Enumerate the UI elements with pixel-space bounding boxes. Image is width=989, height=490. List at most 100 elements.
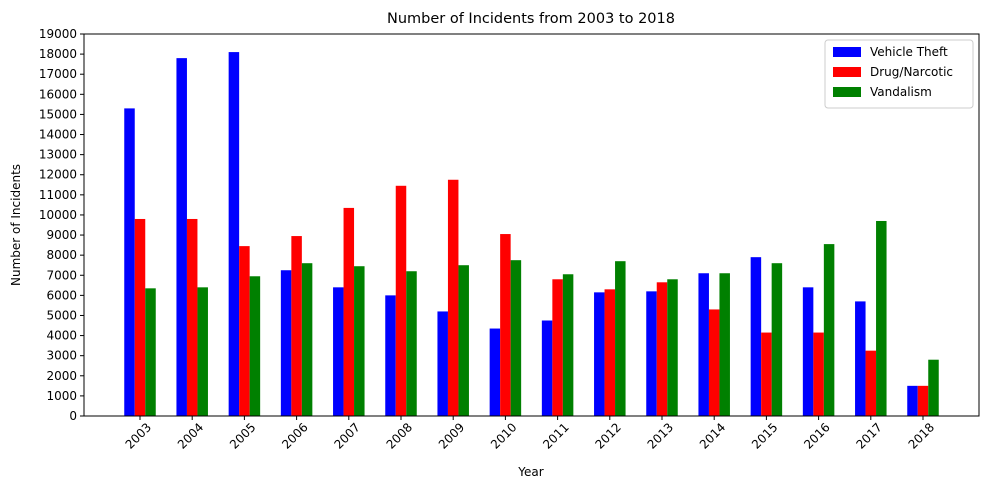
- bar-drug-narcotic-2014: [708, 309, 720, 416]
- bar-vehicle-theft-2007: [333, 287, 344, 416]
- x-tick-label: 2008: [384, 420, 415, 451]
- bar-drug-narcotic-2003: [134, 218, 146, 416]
- legend-box: [824, 39, 974, 109]
- bar-vandalism-2005: [249, 276, 261, 416]
- y-tick-label: 11000: [39, 188, 77, 202]
- y-tick-label: 6000: [46, 288, 77, 302]
- y-tick-label: 8000: [46, 248, 77, 262]
- bar-drug-narcotic-2004: [186, 218, 198, 416]
- bar-drug-narcotic-2007: [343, 207, 355, 416]
- bar-vehicle-theft-2003: [124, 108, 135, 416]
- x-axis: 2003 2004 2005 2006 2007 2008 2009 2010 2011 2012…: [123, 416, 937, 452]
- legend-swatch: [833, 67, 861, 77]
- bar-vehicle-theft-2016: [802, 287, 814, 416]
- y-axis-label: Number of Incidents: [9, 164, 23, 286]
- bar-vandalism-2012: [615, 261, 626, 416]
- bar-vandalism-2018: [928, 359, 939, 416]
- bar-vandalism-2009: [458, 265, 469, 416]
- y-axis: 0 1000 2000 3000 4000 5000 6000 7000 8000 9000 100…: [39, 27, 84, 423]
- x-tick-label: 2014: [697, 420, 728, 451]
- chart-title: Number of Incidents from 2003 to 2018: [387, 11, 675, 27]
- x-tick-label: 2017: [853, 420, 884, 451]
- bar-drug-narcotic-2018: [917, 385, 929, 416]
- bar-vehicle-theft-2008: [385, 295, 396, 416]
- legend-label: Vehicle Theft: [870, 45, 948, 59]
- bar-drug-narcotic-2015: [761, 332, 772, 416]
- x-tick-label: 2012: [592, 420, 623, 451]
- bar-vehicle-theft-2006: [280, 270, 292, 416]
- x-tick-label: 2015: [749, 420, 780, 451]
- y-tick-label: 4000: [46, 329, 77, 343]
- bar-vehicle-theft-2009: [437, 311, 448, 416]
- x-tick-label: 2016: [801, 420, 832, 451]
- x-tick-label: 2006: [279, 420, 310, 451]
- y-tick-label: 9000: [46, 228, 77, 242]
- bar-vehicle-theft-2010: [489, 328, 501, 416]
- legend-label: Vandalism: [870, 85, 932, 99]
- bar-drug-narcotic-2005: [239, 246, 250, 416]
- legend-swatch: [833, 87, 861, 97]
- x-tick-label: 2004: [175, 420, 206, 451]
- y-tick-label: 14000: [39, 128, 77, 142]
- plot-frame: [83, 33, 980, 417]
- y-tick-label: 15000: [39, 107, 77, 121]
- x-tick-label: 2013: [645, 420, 676, 451]
- bar-drug-narcotic-2012: [604, 289, 616, 416]
- x-axis-label: Year: [517, 465, 543, 479]
- bar-vandalism-2010: [510, 260, 522, 416]
- bar-drug-narcotic-2008: [395, 185, 407, 416]
- bar-drug-narcotic-2011: [552, 279, 563, 416]
- bar-drug-narcotic-2017: [865, 350, 877, 416]
- x-tick-label: 2007: [331, 420, 362, 451]
- bar-vandalism-2016: [823, 244, 835, 416]
- bar-vandalism-2011: [562, 274, 574, 416]
- bar-vandalism-2015: [771, 263, 783, 416]
- bar-vandalism-2007: [354, 266, 365, 416]
- legend-swatch: [833, 47, 861, 57]
- bar-vehicle-theft-2015: [750, 257, 762, 416]
- y-tick-label: 0: [69, 409, 77, 423]
- bar-drug-narcotic-2009: [447, 179, 459, 416]
- x-tick-label: 2018: [906, 420, 937, 451]
- bar-vandalism-2004: [197, 287, 208, 416]
- bar-drug-narcotic-2016: [813, 332, 824, 416]
- bar-vandalism-2017: [876, 220, 887, 416]
- bar-vandalism-2014: [719, 273, 730, 416]
- bar-vehicle-theft-2018: [907, 385, 918, 416]
- y-tick-label: 16000: [39, 87, 77, 101]
- bar-drug-narcotic-2013: [656, 282, 668, 416]
- y-tick-label: 2000: [46, 369, 77, 383]
- y-tick-label: 3000: [46, 349, 77, 363]
- y-tick-label: 17000: [39, 67, 77, 81]
- y-tick-label: 5000: [46, 308, 77, 322]
- x-tick-label: 2010: [488, 420, 519, 451]
- bar-vandalism-2008: [406, 271, 417, 416]
- bar-drug-narcotic-2006: [291, 236, 302, 416]
- x-tick-label: 2005: [227, 420, 258, 451]
- bars-group: [124, 52, 939, 417]
- bar-vehicle-theft-2014: [698, 273, 709, 416]
- bar-vehicle-theft-2004: [176, 58, 187, 416]
- bar-vehicle-theft-2005: [228, 52, 240, 417]
- y-tick-label: 7000: [46, 268, 77, 282]
- bar-drug-narcotic-2010: [500, 234, 511, 416]
- bar-vandalism-2003: [145, 288, 156, 416]
- bar-vandalism-2013: [667, 279, 678, 416]
- y-tick-label: 13000: [39, 148, 77, 162]
- bar-vehicle-theft-2012: [594, 292, 605, 416]
- bar-vehicle-theft-2013: [646, 291, 657, 416]
- legend: Vehicle Theft Drug/Narcotic Vandalism: [824, 39, 974, 109]
- bar-vehicle-theft-2017: [855, 301, 866, 416]
- x-tick-label: 2009: [436, 420, 467, 451]
- x-tick-label: 2011: [540, 420, 571, 451]
- y-tick-label: 12000: [39, 168, 77, 182]
- y-tick-label: 18000: [39, 47, 77, 61]
- y-tick-label: 10000: [39, 208, 77, 222]
- legend-label: Drug/Narcotic: [870, 65, 953, 79]
- y-tick-label: 1000: [46, 389, 77, 403]
- bar-vandalism-2006: [301, 263, 313, 416]
- y-tick-label: 19000: [39, 27, 77, 41]
- x-tick-label: 2003: [123, 420, 154, 451]
- bar-vehicle-theft-2011: [541, 320, 553, 416]
